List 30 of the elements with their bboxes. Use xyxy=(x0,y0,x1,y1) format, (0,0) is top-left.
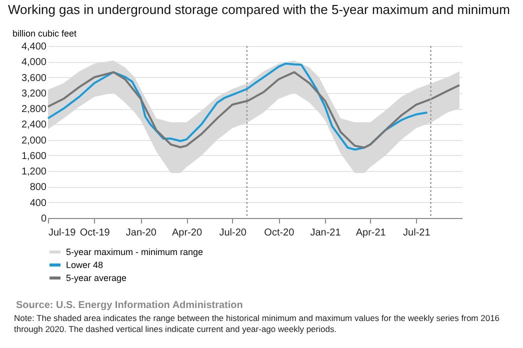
x-tick-label: Jan-21 xyxy=(310,228,342,238)
x-tick-label: Oct-19 xyxy=(80,228,110,238)
x-tick-label: Apr-21 xyxy=(356,228,386,238)
y-axis-title: billion cubic feet xyxy=(12,28,78,38)
legend-label: Lower 48 xyxy=(66,260,104,270)
y-tick-label: 0 xyxy=(40,214,47,224)
x-tick-label: Oct-20 xyxy=(264,228,295,238)
y-tick-label: 400 xyxy=(30,198,47,209)
chart-title: Working gas in underground storage compared with the 5-year maximum and minimum xyxy=(8,2,510,17)
x-tick-label: Jul-21 xyxy=(403,228,431,238)
y-tick-label: 3,200 xyxy=(21,88,47,100)
y-tick-label: 4,000 xyxy=(21,57,47,68)
y-tick-label: 2,000 xyxy=(21,135,47,146)
y-tick-label: 2,400 xyxy=(21,120,47,131)
legend-label: 5-year maximum - minimum range xyxy=(66,247,204,257)
x-tick-label: Jul-20 xyxy=(219,228,247,238)
x-tick-label: Jan-20 xyxy=(126,228,157,238)
line-series xyxy=(47,62,428,151)
source-note: Source: U.S. Energy Information Administration xyxy=(16,300,244,311)
x-tick-label: Apr-20 xyxy=(172,228,202,238)
text: Note: The shaded area indicates the range between the historical minimum and maximum values for the weekly series from 2016 through 2020. The dashed vertical lines indicate current and year-ago weekly periods. xyxy=(14,313,501,335)
legend-label: 5-year average xyxy=(66,273,127,283)
y-tick-label: 1,600 xyxy=(21,150,47,162)
y-tick-label: 2,800 xyxy=(21,104,47,116)
y-tick-label: 1,200 xyxy=(21,166,47,178)
line-series xyxy=(47,71,460,149)
x-tick-label: Jul-19 xyxy=(48,228,76,238)
y-tick-label: 4,400 xyxy=(21,42,47,52)
y-tick-label: 3,600 xyxy=(21,72,47,84)
y-tick-label: 800 xyxy=(30,182,47,194)
